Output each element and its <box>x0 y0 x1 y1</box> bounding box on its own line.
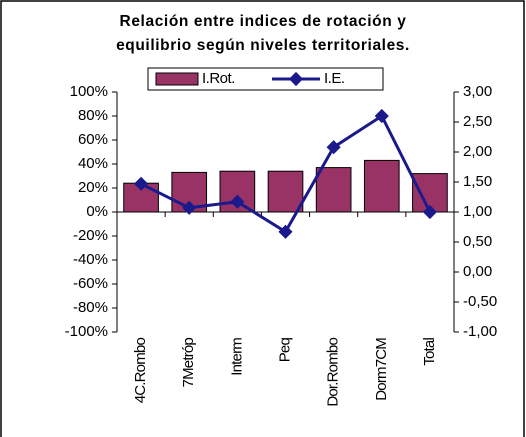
y2-tick-label: -1,00 <box>463 323 497 340</box>
y2-tick-label: 3,00 <box>463 83 492 100</box>
y-tick-label: -100% <box>65 323 108 340</box>
bar <box>363 159 400 213</box>
x-tick-label: 7Metróp <box>180 338 197 388</box>
marker <box>230 194 245 209</box>
y-tick-label: 0% <box>86 203 108 220</box>
bar <box>267 170 304 213</box>
marker <box>278 224 293 239</box>
legend-label: I.E. <box>324 70 345 87</box>
legend-marker <box>288 71 304 87</box>
y-tick-label: -60% <box>73 275 108 292</box>
y-tick-label: -20% <box>73 227 108 244</box>
marker <box>134 176 149 191</box>
y2-tick-label: 2,50 <box>463 113 492 130</box>
chart-title: Relación entre indices de rotación y <box>120 13 407 30</box>
y-tick-label: -40% <box>73 251 108 268</box>
y2-tick-label: 1,00 <box>463 203 492 220</box>
chart-title: equilibrio según niveles territoriales. <box>116 37 410 54</box>
x-tick-label: Dorm7CM <box>373 338 390 401</box>
marker <box>326 140 341 155</box>
y-tick-label: 100% <box>70 83 108 100</box>
marker <box>422 204 437 220</box>
y2-tick-label: 0,00 <box>463 263 492 280</box>
y2-tick-label: 0,50 <box>463 233 492 250</box>
x-tick-label: Peq <box>276 338 293 363</box>
y2-tick-label: -0,50 <box>463 293 497 310</box>
y2-tick-label: 2,00 <box>463 143 492 160</box>
marker <box>374 108 389 124</box>
y-tick-label: 40% <box>78 155 108 172</box>
y-tick-label: 80% <box>78 107 108 124</box>
x-tick-label: Total <box>421 338 438 366</box>
legend-swatch <box>155 72 199 86</box>
y-tick-label: 60% <box>78 131 108 148</box>
y2-tick-label: 1,50 <box>463 173 492 190</box>
legend-label: I.Rot. <box>202 70 235 87</box>
legend-box <box>147 67 384 91</box>
y-tick-label: 20% <box>78 179 108 196</box>
y-tick-label: -80% <box>73 299 108 316</box>
bar <box>315 167 352 213</box>
x-tick-label: 4C.Rombo <box>132 338 149 404</box>
x-tick-label: Dor.Rombo <box>325 338 342 407</box>
x-tick-label: Interm <box>228 338 245 376</box>
marker <box>182 200 197 215</box>
